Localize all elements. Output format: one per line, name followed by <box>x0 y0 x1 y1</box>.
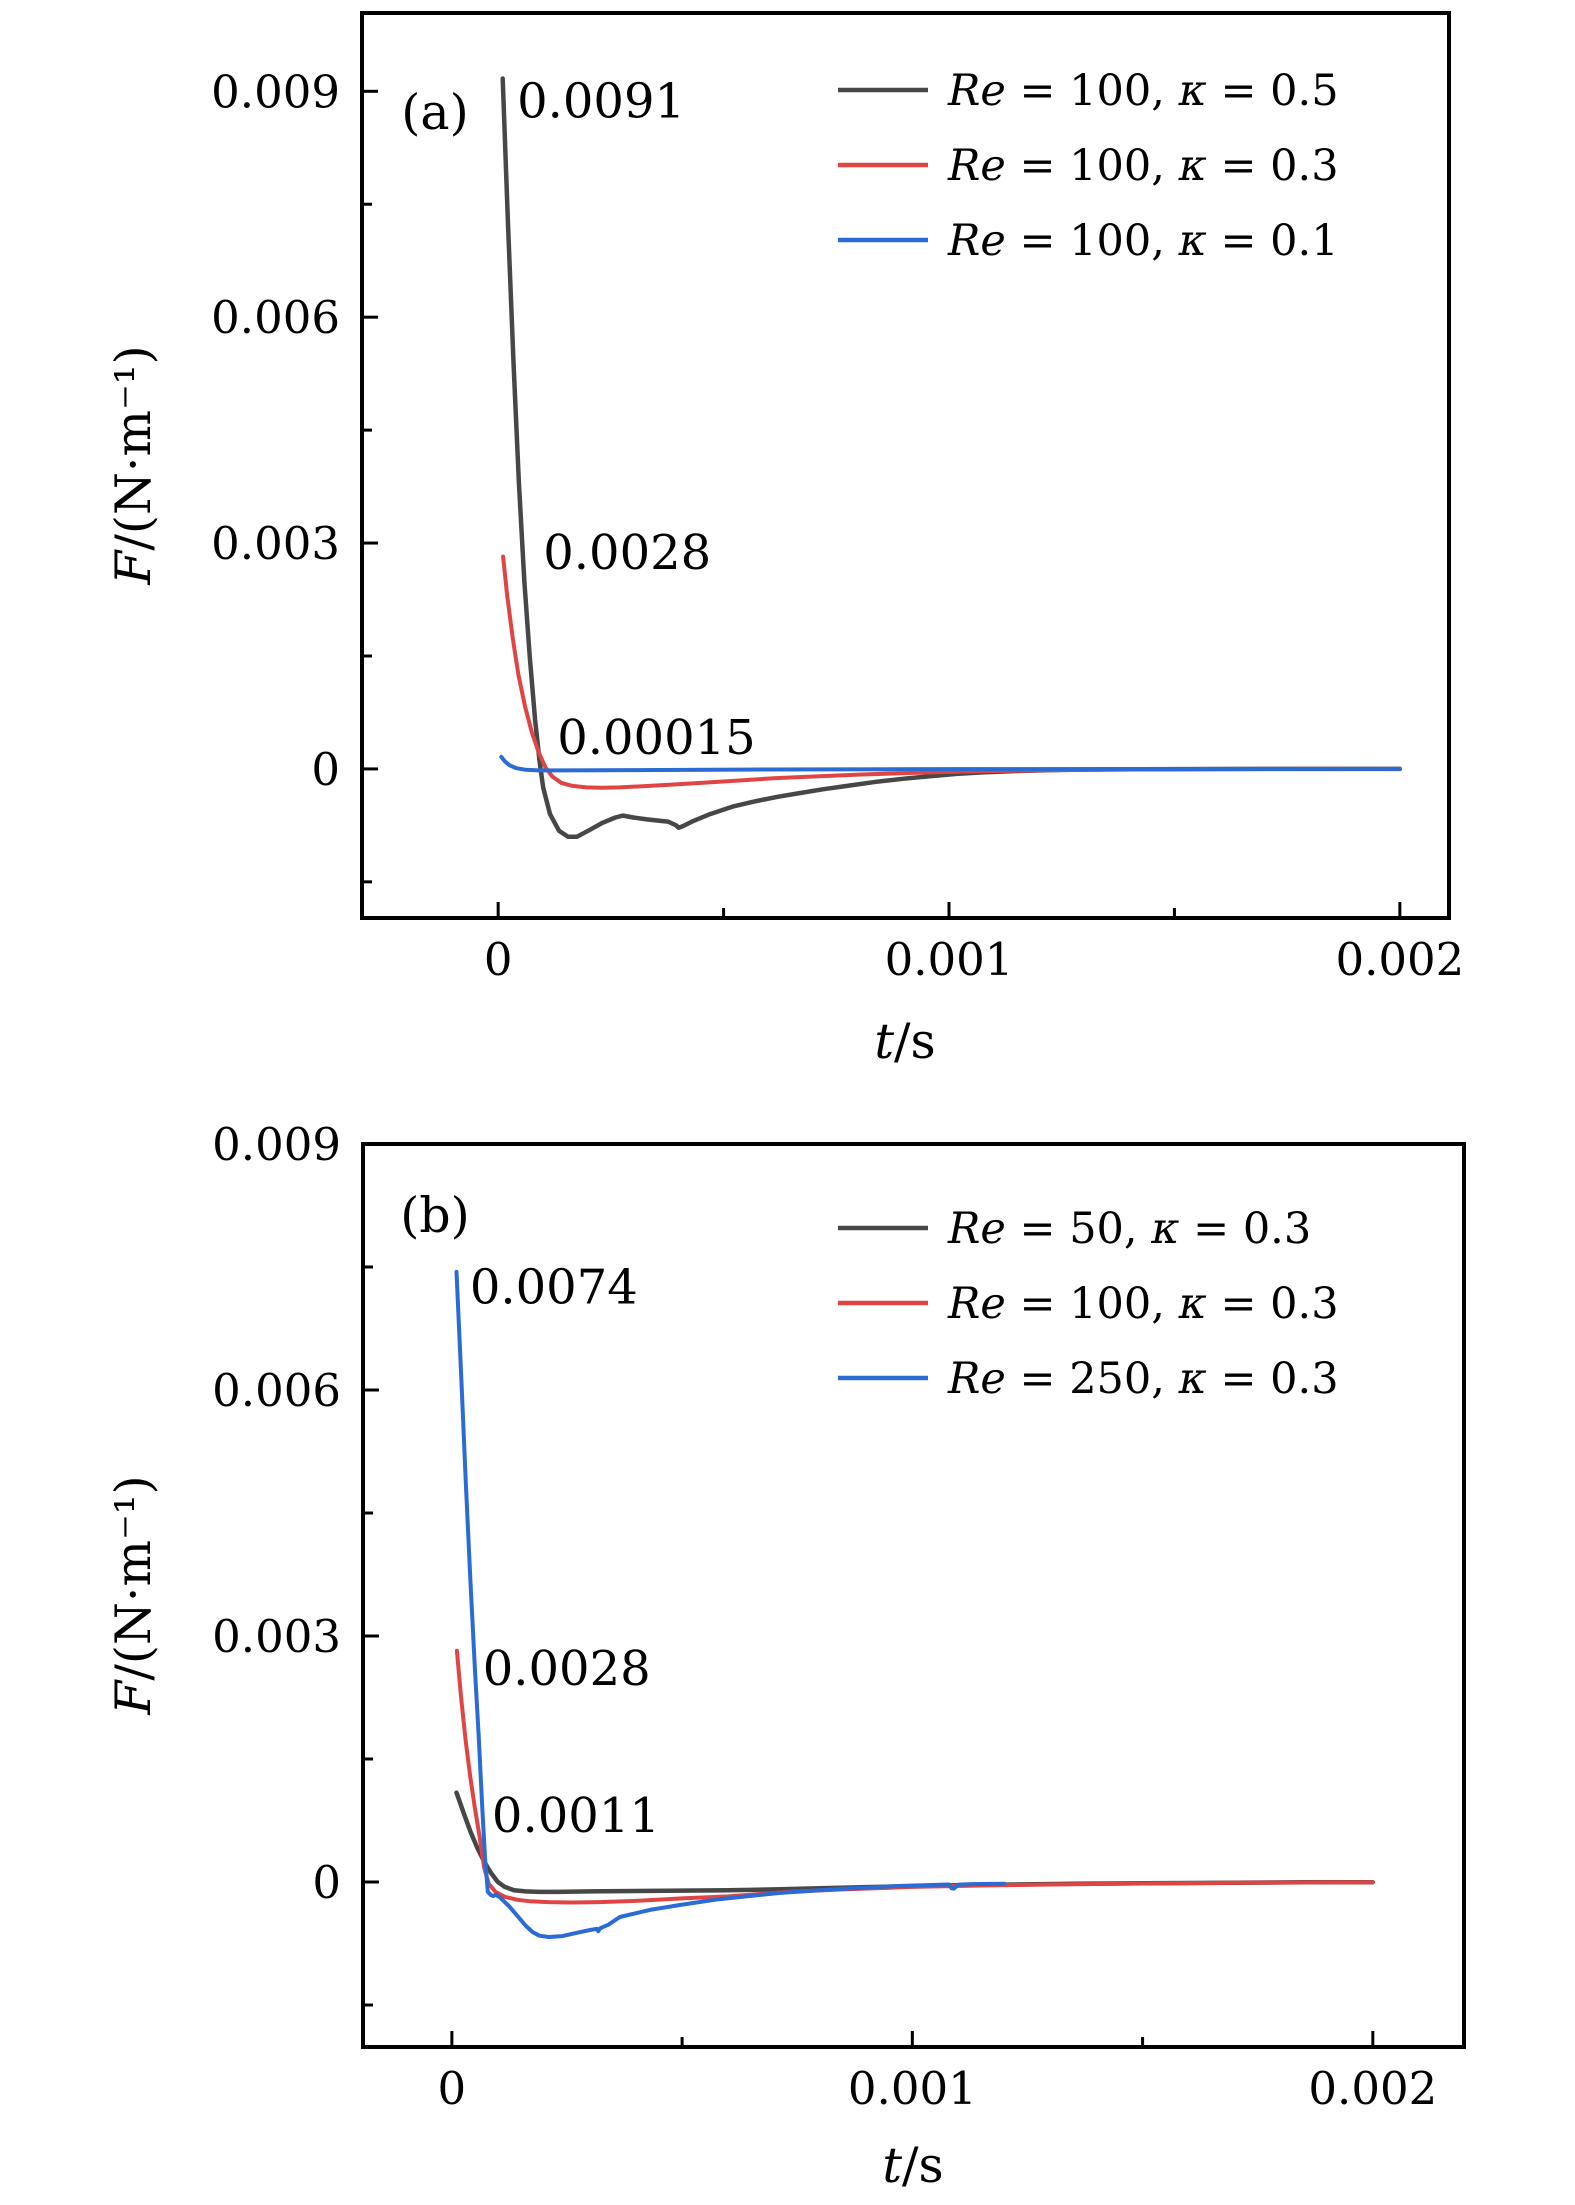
legend-label: Re = 50, κ = 0.3 <box>947 1204 1311 1254</box>
legend: Re = 50, κ = 0.3 Re = 100, κ = 0.3 Re = 25… <box>838 1204 1339 1404</box>
y-tick-label: 0.006 <box>211 291 340 344</box>
legend-label: Re = 100, κ = 0.3 <box>947 141 1339 191</box>
y-tick-label: 0.009 <box>212 1118 341 1171</box>
x-tick-label: 0 <box>484 933 513 986</box>
peak-value-annotation: 0.00015 <box>557 710 756 766</box>
x-tick-label: 0.002 <box>1308 2062 1437 2115</box>
panel-label: (b) <box>400 1187 470 1244</box>
y-tick-label: 0.006 <box>212 1364 341 1417</box>
peak-value-annotation: 0.0028 <box>543 525 711 581</box>
y-tick-label: 0 <box>311 743 340 796</box>
y-tick-label: 0.003 <box>212 1610 341 1663</box>
peak-value-annotation: 0.0028 <box>483 1641 651 1697</box>
series-line <box>500 76 1403 839</box>
y-tick-label: 0 <box>312 1856 341 1909</box>
panel-b: 0 0.001 0.002 0 0.003 0.006 0.009 0.0074 0.0028 0… <box>105 1118 1466 2194</box>
plot-border <box>360 11 1451 920</box>
legend-label: Re = 100, κ = 0.1 <box>947 216 1339 266</box>
peak-value-annotation: 0.0091 <box>517 73 685 129</box>
y-tick-label: 0.009 <box>211 65 340 118</box>
x-tick-label: 0.002 <box>1335 933 1464 986</box>
panel-label: (a) <box>401 84 468 141</box>
legend-label: Re = 100, κ = 0.5 <box>947 66 1339 116</box>
y-tick-label: 0.003 <box>211 517 340 570</box>
y-axis-title: F/(N·m⁻¹) <box>105 1475 162 1715</box>
x-tick-label: 0 <box>438 2062 467 2115</box>
legend: Re = 100, κ = 0.5 Re = 100, κ = 0.3 Re = 1… <box>838 66 1339 266</box>
x-tick-label: 0.001 <box>885 933 1014 986</box>
peak-value-annotation: 0.0011 <box>492 1788 660 1844</box>
panel-a: 0 0.001 0.002 0 0.003 0.006 0.009 0.0091 0.0028 0… <box>105 11 1464 1070</box>
x-axis-title: t/s <box>882 2137 943 2194</box>
legend-label: Re = 100, κ = 0.3 <box>947 1279 1339 1329</box>
y-axis-title: F/(N·m⁻¹) <box>105 345 162 585</box>
series-line <box>454 1269 1007 1939</box>
x-tick-label: 0.001 <box>848 2062 977 2115</box>
series-line <box>454 1648 1375 1905</box>
peak-value-annotation: 0.0074 <box>470 1260 638 1316</box>
legend-label: Re = 250, κ = 0.3 <box>947 1354 1339 1404</box>
x-axis-title: t/s <box>874 1013 935 1070</box>
series-line <box>499 754 1402 773</box>
